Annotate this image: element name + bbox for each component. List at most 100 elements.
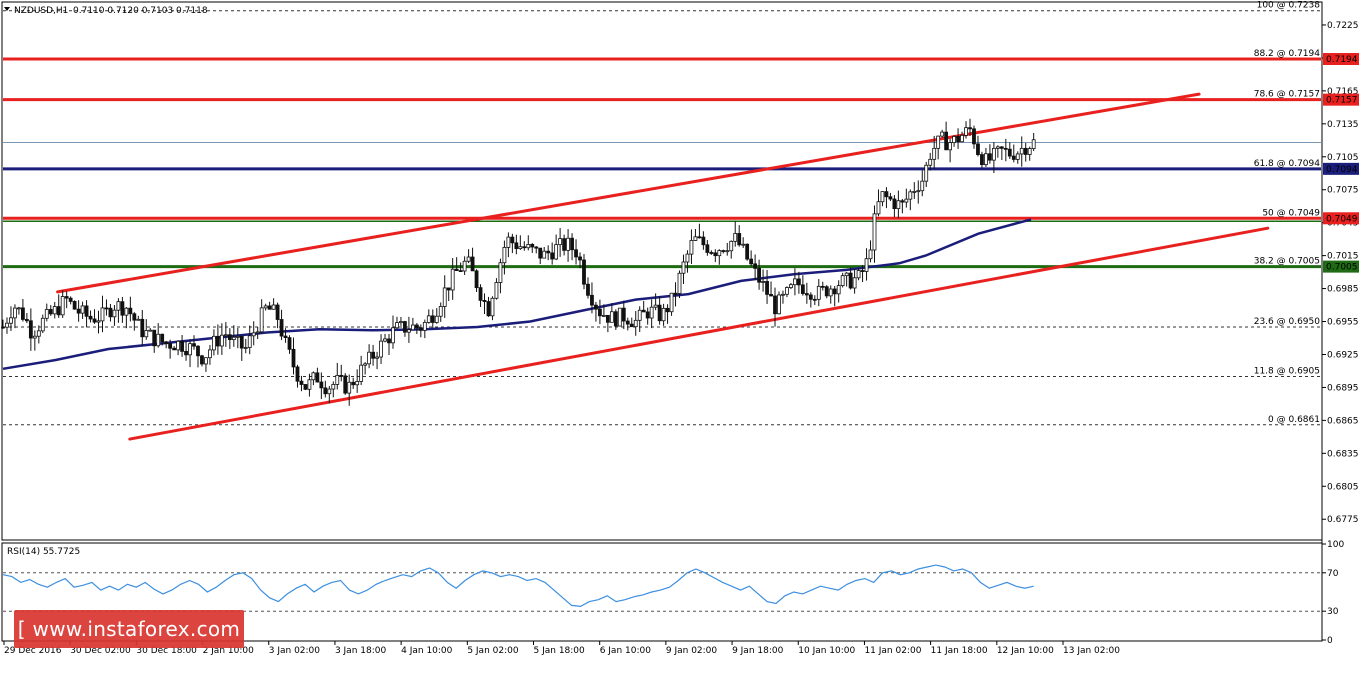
- candle-body: [741, 243, 746, 246]
- candle-body: [56, 306, 61, 316]
- price-tick-label: 0.6955: [1327, 318, 1359, 328]
- candle-body: [490, 297, 495, 317]
- candle-body: [414, 324, 419, 329]
- candle-body: [701, 236, 706, 246]
- candle-body: [737, 233, 742, 246]
- candle-body: [80, 305, 85, 314]
- candle-body: [1011, 155, 1016, 160]
- candle-body: [904, 198, 909, 203]
- candle-body: [383, 338, 387, 342]
- candle-body: [605, 314, 610, 323]
- candle-body: [928, 158, 933, 166]
- fib-level-label: 61.8 @ 0.7094: [1254, 159, 1321, 169]
- candle-body: [263, 305, 268, 309]
- candle-body: [789, 284, 793, 288]
- candle-body: [705, 244, 710, 253]
- candle-body: [820, 285, 825, 288]
- candle-body: [327, 388, 332, 395]
- candle-body: [538, 247, 543, 259]
- candle-body: [972, 128, 976, 145]
- candle-body: [860, 270, 865, 272]
- candle-body: [307, 379, 312, 390]
- candle-body: [665, 307, 670, 313]
- candle-body: [884, 191, 889, 198]
- candle-body: [976, 143, 980, 155]
- time-tick-label: 3 Jan 18:00: [335, 646, 387, 656]
- symbol-dropdown-arrow[interactable]: [4, 7, 10, 11]
- candle-body: [231, 336, 236, 341]
- candle-body: [24, 319, 29, 322]
- time-tick-label: 5 Jan 02:00: [467, 646, 519, 656]
- candle-body: [379, 340, 383, 358]
- candle-body: [836, 285, 841, 295]
- candle-body: [968, 127, 972, 130]
- candle-body: [64, 296, 69, 299]
- candle-body: [17, 307, 21, 310]
- candle-body: [9, 317, 13, 324]
- candle-body: [908, 191, 913, 200]
- candle-body: [60, 296, 65, 316]
- candle-body: [757, 267, 761, 283]
- main-panel-frame: [1, 1, 1323, 541]
- candle-body: [868, 249, 873, 260]
- price-tag: 0.7005: [1326, 263, 1358, 273]
- candle-body: [1003, 147, 1008, 150]
- candle-body: [582, 259, 586, 285]
- candle-body: [828, 288, 833, 297]
- candle-body: [410, 324, 415, 331]
- candle-body: [215, 335, 220, 347]
- fib-level-label: 50 @ 0.7049: [1262, 208, 1320, 218]
- price-tick-label: 0.7105: [1327, 153, 1359, 163]
- candle-body: [876, 201, 881, 215]
- candle-body: [474, 270, 479, 289]
- time-tick-label: 12 Jan 10:00: [997, 646, 1054, 656]
- time-tick-label: 9 Jan 02:00: [666, 646, 718, 656]
- time-tick-label: 5 Jan 18:00: [534, 646, 586, 656]
- candle-body: [558, 238, 563, 246]
- rsi-title: RSI(14) 55.7725: [7, 547, 80, 557]
- time-tick-label: 30 Dec 02:00: [70, 646, 131, 656]
- candle-body: [184, 350, 188, 356]
- candle-body: [160, 333, 165, 343]
- candle-body: [227, 334, 232, 341]
- candle-body: [172, 347, 177, 351]
- candle-body: [152, 329, 157, 347]
- candle-body: [574, 249, 578, 258]
- candle-body: [442, 287, 447, 307]
- candle-body: [446, 287, 451, 291]
- candle-body: [936, 135, 941, 149]
- candle-body: [645, 311, 650, 319]
- candle-body: [339, 374, 344, 377]
- candle-body: [311, 372, 316, 381]
- fib-level-label: 11.8 @ 0.6905: [1254, 366, 1320, 376]
- candle-body: [988, 153, 992, 161]
- candle-body: [721, 250, 726, 252]
- candle-body: [637, 309, 642, 321]
- time-tick-label: 11 Jan 02:00: [864, 646, 921, 656]
- price-tick-label: 0.7135: [1327, 120, 1359, 130]
- candle-body: [991, 147, 996, 161]
- candle-body: [426, 315, 431, 323]
- candle-body: [526, 244, 531, 249]
- candle-body: [407, 329, 411, 333]
- candle-body: [709, 252, 714, 254]
- candle-body: [92, 318, 97, 323]
- candle-body: [940, 131, 945, 137]
- candle-body: [72, 301, 77, 310]
- trendline: [56, 92, 1201, 294]
- candle-body: [251, 332, 256, 337]
- candle-body: [745, 243, 750, 260]
- candle-body: [542, 250, 547, 259]
- candle-body: [932, 147, 937, 160]
- candle-body: [243, 347, 248, 349]
- candle-body: [144, 330, 149, 338]
- candle-body: [299, 380, 304, 385]
- candle-body: [753, 263, 758, 269]
- candle-body: [40, 317, 45, 332]
- candle-body: [1023, 147, 1028, 155]
- candle-body: [613, 311, 618, 327]
- candle-body: [88, 315, 93, 320]
- candle-body: [601, 314, 606, 317]
- candle-body: [20, 307, 25, 320]
- price-tick-label: 0.6895: [1327, 383, 1359, 393]
